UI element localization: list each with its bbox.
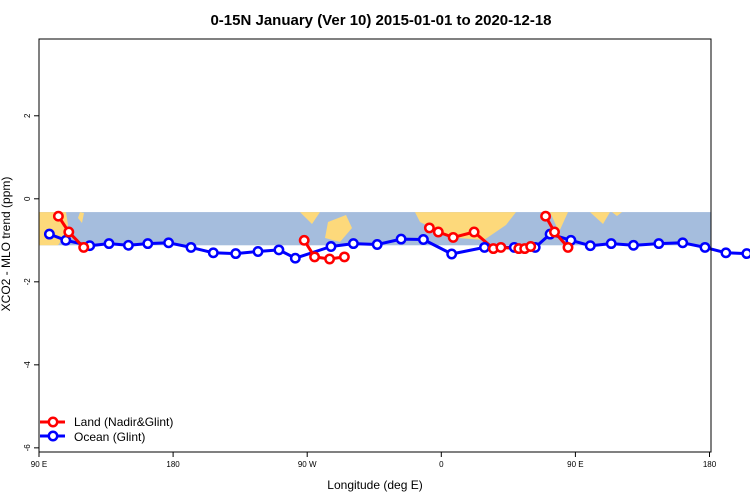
- ocean-data-point: [43, 228, 55, 240]
- land-data-point: [298, 234, 310, 246]
- legend: Land (Nadir&Glint) Ocean (Glint): [40, 415, 173, 444]
- land-borneo: [612, 212, 622, 216]
- land-series-line: [302, 239, 345, 261]
- y-axis-label: XCO2 - MLO trend (ppm): [0, 177, 13, 312]
- ocean-data-point: [446, 248, 458, 260]
- land-data-point: [324, 253, 336, 265]
- land-data-point: [540, 210, 552, 222]
- ocean-data-point: [605, 238, 617, 250]
- ocean-data-point: [252, 246, 264, 257]
- land-data-point: [447, 231, 459, 243]
- x-axis-label: Longitude (deg E): [327, 478, 422, 492]
- ocean-data-point: [653, 238, 665, 250]
- ocean-data-point: [720, 247, 732, 259]
- land-india: [550, 212, 568, 232]
- ocean-data-point: [122, 239, 134, 251]
- ocean-data-point: [325, 241, 337, 252]
- land-data-point: [52, 210, 64, 222]
- ocean-data-point: [103, 238, 115, 250]
- x-tick-label: 90 W: [298, 460, 317, 469]
- chart-title: 0-15N January (Ver 10) 2015-01-01 to 202…: [210, 12, 551, 29]
- y-axis: 2 0 -2 -4 -6: [23, 113, 39, 451]
- ocean-data-point: [584, 240, 596, 252]
- legend-marker-land: [47, 416, 59, 428]
- ocean-data-point: [289, 252, 301, 264]
- ocean-data-point: [185, 241, 197, 253]
- land-data-point: [525, 241, 537, 252]
- land-data-point: [495, 241, 507, 253]
- ocean-data-point: [417, 234, 429, 245]
- x-axis: 90 E 180 90 W 0 90 E 180: [31, 452, 717, 469]
- legend-label-ocean: Ocean (Glint): [74, 430, 145, 444]
- ocean-data-point: [163, 237, 175, 249]
- ocean-data-point: [741, 248, 750, 260]
- land-data-point: [432, 226, 444, 238]
- ocean-data-point: [677, 237, 689, 249]
- x-tick-label: 90 E: [31, 460, 47, 469]
- land-data-point: [562, 241, 574, 253]
- ocean-data-point: [371, 239, 383, 250]
- land-philippines: [78, 212, 84, 223]
- land-data-point: [63, 226, 75, 238]
- land-indochina: [590, 212, 610, 224]
- y-tick-label: -2: [23, 278, 32, 286]
- plot-frame: [38, 38, 712, 453]
- land-africa: [415, 212, 516, 240]
- x-tick-label: 0: [439, 460, 444, 469]
- ocean-data-point: [628, 239, 639, 251]
- ocean-data-point: [207, 247, 219, 259]
- land-south-america: [325, 215, 352, 242]
- ocean-data-point: [699, 241, 711, 253]
- legend-marker-ocean: [47, 430, 59, 442]
- land-central-america: [300, 212, 320, 224]
- y-tick-label: 0: [23, 196, 32, 201]
- ocean-data-point: [347, 238, 359, 250]
- land-data-point: [309, 251, 321, 263]
- series-points: [43, 210, 750, 265]
- land-data-point: [423, 222, 435, 234]
- ocean-data-point: [142, 238, 154, 250]
- land-data-point: [468, 226, 480, 238]
- x-tick-label: 90 E: [567, 460, 583, 469]
- y-tick-label: -6: [23, 444, 32, 452]
- x-tick-label: 180: [703, 460, 717, 469]
- legend-label-land: Land (Nadir&Glint): [74, 415, 173, 429]
- land-data-point: [549, 226, 560, 238]
- y-tick-label: 2: [23, 113, 32, 118]
- land-data-point: [338, 251, 350, 263]
- y-tick-label: -4: [23, 361, 32, 369]
- ocean-data-point: [273, 244, 285, 256]
- x-tick-label: 180: [166, 460, 180, 469]
- ocean-data-point: [395, 233, 407, 245]
- ocean-data-point: [479, 241, 490, 253]
- land-data-point: [78, 241, 90, 253]
- ocean-data-point: [230, 248, 242, 260]
